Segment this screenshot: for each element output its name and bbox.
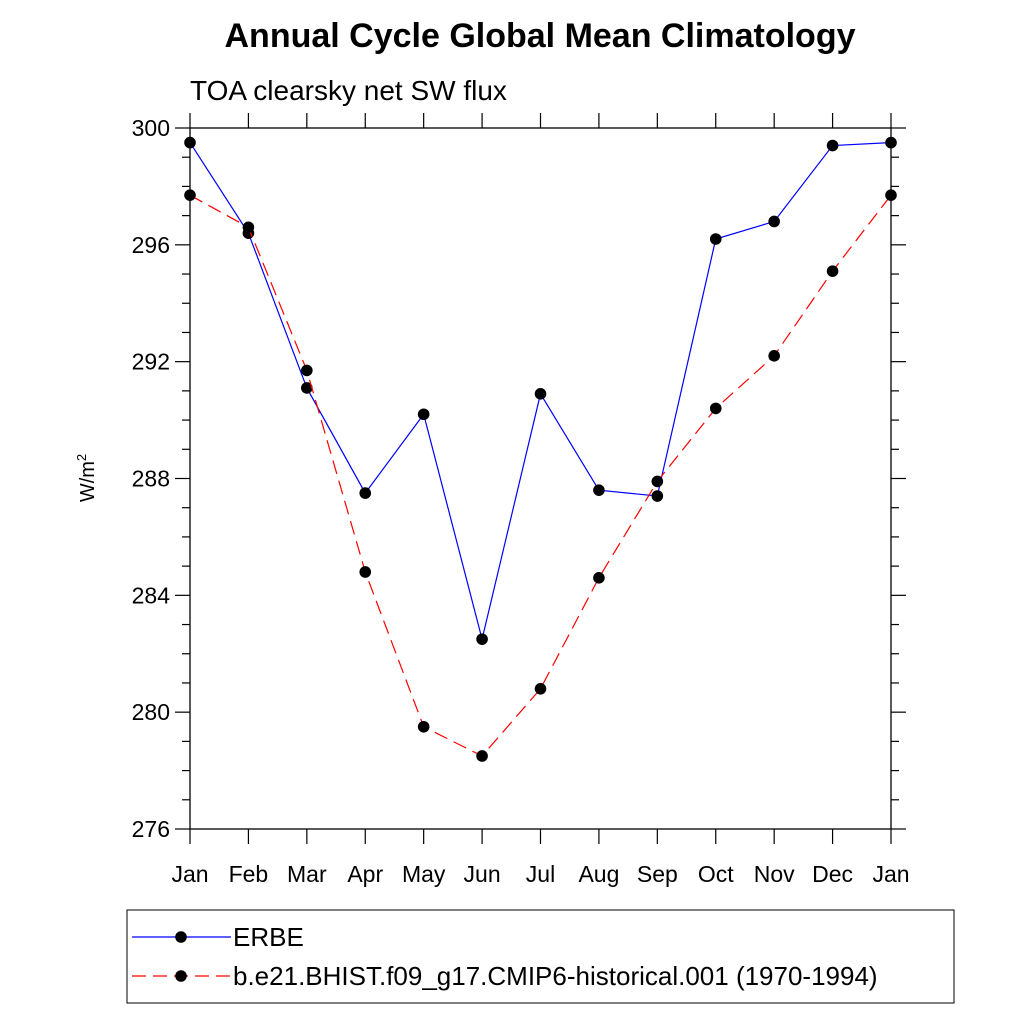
- axis-ticks: [175, 113, 906, 844]
- x-tick-label: Apr: [347, 861, 383, 887]
- data-point: [534, 387, 547, 400]
- data-point: [768, 215, 780, 228]
- legend-label: ERBE: [233, 922, 304, 952]
- data-point: [184, 189, 196, 201]
- data-point: [651, 490, 664, 502]
- x-tick-label: Aug: [578, 861, 619, 887]
- y-tick-label: 280: [132, 699, 170, 725]
- legend-item: ERBE: [132, 922, 304, 952]
- data-point: [709, 402, 722, 415]
- y-axis-label-superscript: 2: [74, 454, 89, 461]
- series-layer: [184, 136, 897, 762]
- x-tick-label: Dec: [812, 861, 853, 887]
- plot-frame: [189, 127, 892, 830]
- y-tick-label: 288: [132, 466, 170, 492]
- data-point: [593, 572, 605, 584]
- data-point: [417, 720, 430, 733]
- legend-label: b.e21.BHIST.f09_g17.CMIP6-historical.001…: [233, 961, 878, 991]
- legend-swatch-marker: [175, 970, 187, 982]
- data-point: [826, 139, 839, 152]
- x-tick-label: Jan: [872, 861, 909, 887]
- data-point: [476, 750, 488, 762]
- data-point: [242, 221, 255, 234]
- legend-swatch-marker: [175, 931, 187, 943]
- x-tick-labels: Jan Feb Mar Apr May Jun Jul Aug Sep Oct Nov Dec Jan: [171, 861, 909, 887]
- data-point: [885, 136, 897, 149]
- legend-box: [126, 909, 955, 1004]
- data-point: [359, 566, 372, 578]
- data-point: [593, 484, 605, 496]
- data-point: [885, 189, 897, 201]
- data-point: [709, 233, 722, 245]
- chart-subtitle: TOA clearsky net SW flux: [190, 75, 507, 106]
- legend: ERBE b.e21.BHIST.f09_g17.CMIP6-historical…: [126, 909, 955, 1004]
- y-axis-label: W/m2: [74, 454, 99, 502]
- series-line: [189, 194, 892, 757]
- x-tick-label: Jun: [464, 861, 501, 887]
- chart-title: Annual Cycle Global Mean Climatology: [225, 17, 856, 55]
- x-tick-label: Mar: [287, 861, 327, 887]
- data-point: [534, 683, 547, 695]
- data-point: [301, 364, 313, 377]
- series-1: [184, 136, 897, 645]
- y-axis-label-base: W/m: [77, 461, 99, 502]
- data-point: [476, 633, 488, 645]
- data-point: [651, 475, 664, 488]
- x-tick-label: Jul: [526, 861, 555, 887]
- x-tick-label: Sep: [637, 861, 678, 887]
- y-tick-label: 284: [132, 582, 171, 608]
- y-tick-labels: 276 280 284 288 292 296 300: [132, 115, 171, 842]
- x-tick-label: May: [402, 861, 446, 887]
- data-point: [768, 350, 780, 362]
- data-point: [417, 408, 430, 421]
- data-point: [826, 265, 839, 277]
- data-point: [184, 136, 196, 149]
- y-tick-label: 276: [132, 816, 170, 842]
- x-tick-label: Nov: [754, 861, 795, 887]
- x-tick-label: Oct: [698, 861, 734, 887]
- data-point: [359, 487, 372, 499]
- y-tick-label: 292: [132, 349, 170, 375]
- y-tick-label: 296: [132, 232, 170, 258]
- x-tick-label: Jan: [171, 861, 208, 887]
- legend-item: b.e21.BHIST.f09_g17.CMIP6-historical.001…: [132, 961, 878, 991]
- series-2: [184, 189, 897, 762]
- y-tick-label: 300: [132, 115, 170, 141]
- data-point: [301, 382, 313, 394]
- x-tick-label: Feb: [229, 861, 269, 887]
